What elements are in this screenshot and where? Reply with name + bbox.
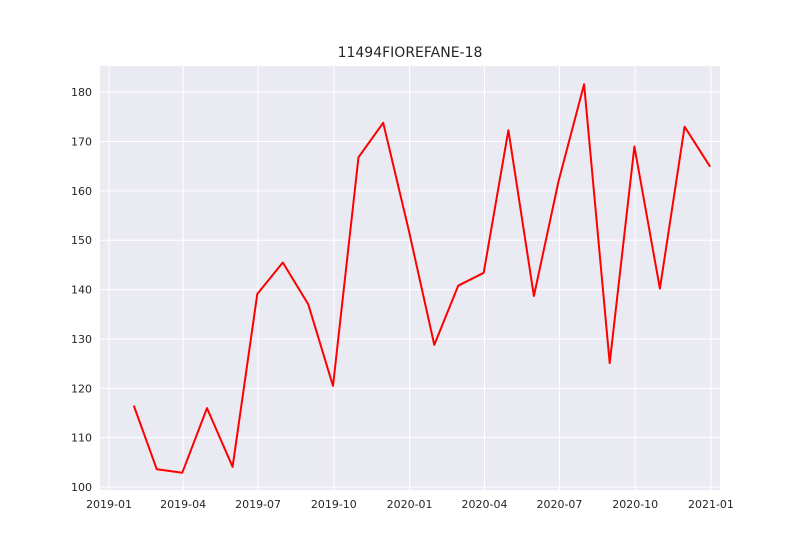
y-tick-label: 130 bbox=[71, 333, 92, 346]
x-tick-label: 2019-01 bbox=[86, 498, 132, 511]
chart-title: 11494FIOREFANE-18 bbox=[338, 45, 483, 61]
series-line bbox=[132, 83, 711, 474]
x-tick-label: 2020-07 bbox=[536, 498, 582, 511]
y-axis: 100 110 120 130 140 150 160 170 180 bbox=[71, 86, 92, 494]
y-tick-label: 180 bbox=[71, 86, 92, 99]
series-group bbox=[132, 83, 711, 474]
x-tick-label: 2020-04 bbox=[462, 498, 508, 511]
x-tick-label: 2020-10 bbox=[612, 498, 658, 511]
x-axis: 2019-01 2019-04 2019-07 2019-10 2020-01 2020-… bbox=[86, 498, 734, 511]
y-tick-label: 150 bbox=[71, 234, 92, 247]
x-tick-label: 2019-10 bbox=[311, 498, 357, 511]
y-tick-label: 100 bbox=[71, 481, 92, 494]
y-tick-label: 160 bbox=[71, 185, 92, 198]
x-tick-label: 2019-07 bbox=[235, 498, 281, 511]
y-tick-label: 120 bbox=[71, 382, 92, 395]
y-tick-label: 140 bbox=[71, 284, 92, 297]
y-tick-label: 110 bbox=[71, 432, 92, 445]
x-tick-label: 2020-01 bbox=[387, 498, 433, 511]
x-tick-label: 2021-01 bbox=[688, 498, 734, 511]
x-tick-label: 2019-04 bbox=[160, 498, 206, 511]
y-tick-label: 170 bbox=[71, 136, 92, 149]
